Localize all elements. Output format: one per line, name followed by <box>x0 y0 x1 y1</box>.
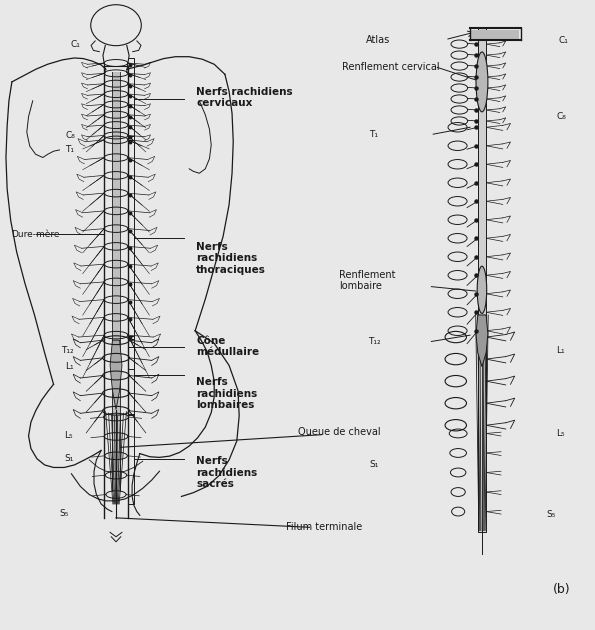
Text: Nerfs
rachidiens
thoraciques: Nerfs rachidiens thoraciques <box>196 242 266 275</box>
Text: S₁: S₁ <box>64 454 74 463</box>
Text: Nerfs
rachidiens
lombaires: Nerfs rachidiens lombaires <box>196 377 258 410</box>
Text: Renflement cervical: Renflement cervical <box>342 62 440 72</box>
Text: T₁: T₁ <box>369 130 378 139</box>
Text: S₅: S₅ <box>546 510 556 519</box>
Text: C₁: C₁ <box>558 37 568 45</box>
Text: Renflement
lombaire: Renflement lombaire <box>339 270 396 291</box>
Text: L₁: L₁ <box>556 346 565 355</box>
Ellipse shape <box>91 5 142 46</box>
Text: Cône
médullaire: Cône médullaire <box>196 336 259 357</box>
Text: Queue de cheval: Queue de cheval <box>298 427 380 437</box>
Text: Nerfs rachidiens
cervicaux: Nerfs rachidiens cervicaux <box>196 87 293 108</box>
Text: S₅: S₅ <box>60 509 69 518</box>
Text: Filum terminale: Filum terminale <box>286 522 362 532</box>
Text: T₁: T₁ <box>65 146 74 154</box>
Text: L₅: L₅ <box>64 432 73 440</box>
Text: (b): (b) <box>553 583 571 595</box>
Polygon shape <box>476 315 488 367</box>
Text: Atlas: Atlas <box>366 35 390 45</box>
Text: T₁₂: T₁₂ <box>368 337 380 346</box>
Text: Nerfs
rachidiens
sacrés: Nerfs rachidiens sacrés <box>196 456 258 489</box>
Ellipse shape <box>477 266 487 313</box>
Polygon shape <box>110 340 122 410</box>
Text: T₁₂: T₁₂ <box>61 346 74 355</box>
Bar <box>471 30 519 39</box>
Text: C₁: C₁ <box>70 40 80 49</box>
Text: S₁: S₁ <box>369 461 378 469</box>
Text: L₅: L₅ <box>556 429 565 438</box>
Text: C₈: C₈ <box>65 131 76 140</box>
Text: L₁: L₁ <box>65 362 74 371</box>
Bar <box>478 28 486 532</box>
Text: C₈: C₈ <box>556 112 566 121</box>
Bar <box>112 72 120 491</box>
Ellipse shape <box>476 52 488 112</box>
Text: Dure-mère: Dure-mère <box>11 230 60 239</box>
